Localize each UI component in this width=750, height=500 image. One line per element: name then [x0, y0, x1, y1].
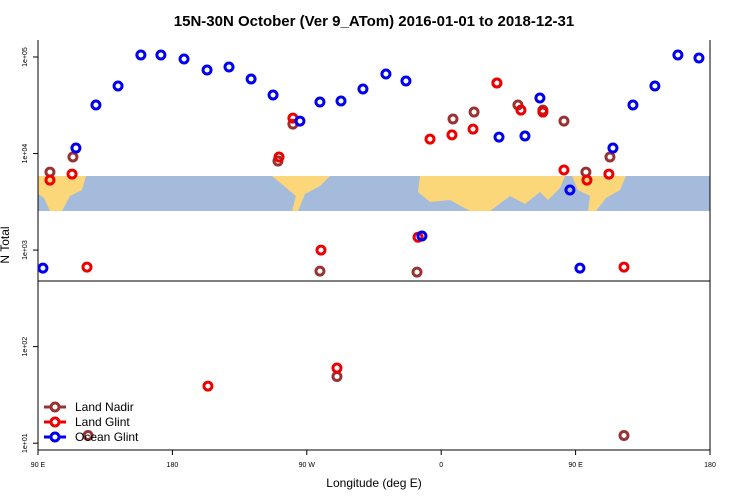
- x-axis-label: Longitude (deg E): [326, 476, 421, 490]
- map-band: [38, 176, 710, 211]
- point: [223, 61, 235, 73]
- x-tick-label: 90 W: [299, 462, 316, 469]
- point: [112, 80, 124, 92]
- point: [627, 99, 639, 111]
- point: [267, 89, 279, 101]
- y-tick-label: 1e+03: [22, 240, 29, 260]
- point: [331, 371, 343, 383]
- point: [534, 92, 546, 104]
- point: [618, 261, 630, 273]
- point: [135, 49, 147, 61]
- x-tick-label: 0: [439, 462, 443, 469]
- point: [273, 151, 285, 163]
- point: [537, 106, 549, 118]
- point: [558, 115, 570, 127]
- legend-symbol: [49, 401, 61, 413]
- point: [649, 80, 661, 92]
- point: [515, 104, 527, 116]
- point: [314, 265, 326, 277]
- point: [672, 49, 684, 61]
- point: [67, 151, 79, 163]
- point: [315, 244, 327, 256]
- legend-symbol: [49, 416, 61, 428]
- point: [201, 64, 213, 76]
- point: [357, 83, 369, 95]
- point: [331, 362, 343, 374]
- legend-label: Land Nadir: [75, 400, 134, 414]
- land: [418, 176, 565, 211]
- point: [66, 168, 78, 180]
- point: [574, 262, 586, 274]
- point: [564, 184, 576, 196]
- x-tick-label: 180: [167, 462, 179, 469]
- y-axis-label: N Total: [0, 226, 12, 263]
- point: [447, 113, 459, 125]
- point: [44, 174, 56, 186]
- point: [90, 99, 102, 111]
- legend-symbol: [49, 431, 61, 443]
- x-tick-label: 180: [704, 462, 716, 469]
- point: [603, 168, 615, 180]
- point: [491, 77, 503, 89]
- x-tick-label: 90 E: [568, 462, 583, 469]
- point: [424, 133, 436, 145]
- point: [335, 95, 347, 107]
- point: [581, 174, 593, 186]
- point: [618, 430, 630, 442]
- point: [558, 164, 570, 176]
- point: [314, 96, 326, 108]
- point: [468, 106, 480, 118]
- point: [294, 115, 306, 127]
- chart-title: 15N-30N October (Ver 9_ATom) 2016-01-01 …: [174, 13, 574, 30]
- point: [81, 261, 93, 273]
- y-tick-label: 1e+05: [22, 47, 29, 67]
- land: [272, 176, 330, 211]
- x-tick-label: 90 E: [31, 462, 46, 469]
- point: [446, 129, 458, 141]
- point: [178, 53, 190, 65]
- y-tick-label: 1e+02: [22, 337, 29, 357]
- point: [604, 151, 616, 163]
- point: [380, 68, 392, 80]
- point: [202, 380, 214, 392]
- point: [37, 262, 49, 274]
- point: [70, 142, 82, 154]
- point: [245, 73, 257, 85]
- point: [467, 123, 479, 135]
- point: [411, 266, 423, 278]
- point: [400, 75, 412, 87]
- point: [493, 131, 505, 143]
- point: [416, 230, 428, 242]
- point: [607, 142, 619, 154]
- y-tick-label: 1e+01: [22, 433, 29, 453]
- legend-label: Land Glint: [75, 415, 130, 429]
- legend-label: Ocean Glint: [75, 430, 139, 444]
- y-tick-label: 1e+04: [22, 144, 29, 164]
- axis-frame: [37, 40, 711, 451]
- point: [82, 430, 94, 442]
- point: [519, 130, 531, 142]
- point: [155, 49, 167, 61]
- point: [693, 52, 705, 64]
